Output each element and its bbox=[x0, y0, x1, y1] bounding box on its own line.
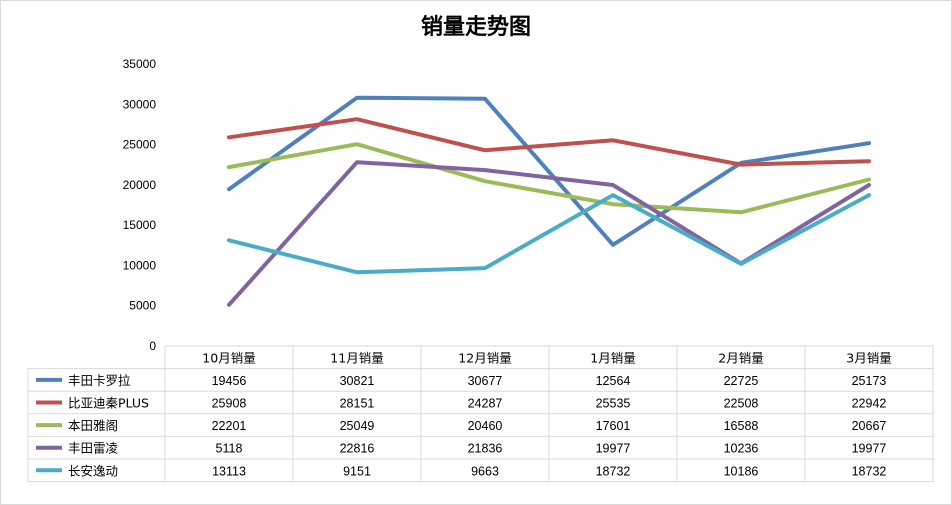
data-label: 10186 bbox=[724, 464, 759, 478]
series-name: 丰田卡罗拉 bbox=[68, 373, 131, 388]
series-name: 丰田雷凌 bbox=[68, 441, 119, 456]
y-tick-label: 25000 bbox=[123, 138, 157, 152]
data-label: 25908 bbox=[212, 397, 247, 411]
data-label: 22816 bbox=[340, 442, 375, 456]
data-label: 30677 bbox=[468, 374, 503, 388]
data-label: 21836 bbox=[468, 442, 503, 456]
data-label: 9151 bbox=[343, 464, 371, 478]
series-name: 本田雅阁 bbox=[68, 418, 118, 433]
y-tick-label: 20000 bbox=[123, 178, 157, 192]
y-tick-label: 10000 bbox=[123, 258, 157, 272]
y-tick-label: 35000 bbox=[123, 57, 157, 71]
x-category-label: 12月销量 bbox=[458, 350, 511, 365]
data-label: 20460 bbox=[468, 419, 503, 433]
series-line bbox=[227, 117, 871, 167]
data-label: 22942 bbox=[852, 397, 887, 411]
x-category-label: 11月销量 bbox=[330, 350, 383, 365]
data-label: 20667 bbox=[852, 419, 887, 433]
y-axis-ticks: 0 5000 10000 15000 20000 25000 30000 35000 bbox=[123, 57, 157, 353]
x-category-label: 3月销量 bbox=[846, 350, 891, 365]
series-line bbox=[227, 142, 871, 215]
chart-title: 销量走势图 bbox=[421, 14, 531, 40]
data-label: 12564 bbox=[596, 374, 631, 388]
data-label: 22508 bbox=[724, 397, 759, 411]
data-label: 28151 bbox=[340, 397, 375, 411]
y-tick-label: 0 bbox=[149, 339, 156, 353]
x-category-label: 1月销量 bbox=[590, 350, 635, 365]
data-label: 9663 bbox=[471, 464, 499, 478]
data-label: 5118 bbox=[216, 442, 243, 456]
series-name: 比亚迪秦PLUS bbox=[68, 396, 149, 411]
data-label: 18732 bbox=[596, 464, 631, 478]
data-label: 25535 bbox=[596, 397, 631, 411]
series-name: 长安逸动 bbox=[68, 463, 118, 478]
series-line bbox=[227, 193, 871, 275]
data-label: 17601 bbox=[596, 419, 631, 433]
data-label: 30821 bbox=[340, 374, 375, 388]
series-line bbox=[227, 95, 871, 247]
y-tick-label: 5000 bbox=[129, 299, 156, 313]
data-label: 22725 bbox=[724, 374, 759, 388]
data-label: 13113 bbox=[212, 464, 246, 478]
x-category-label: 2月销量 bbox=[718, 350, 763, 365]
data-label: 19456 bbox=[212, 374, 247, 388]
data-label: 16588 bbox=[724, 419, 759, 433]
data-label: 10236 bbox=[724, 442, 759, 456]
x-category-label: 10月销量 bbox=[202, 350, 255, 365]
data-label: 22201 bbox=[212, 419, 247, 433]
series-lines bbox=[227, 95, 871, 307]
y-tick-label: 30000 bbox=[123, 97, 157, 111]
data-label: 19977 bbox=[596, 442, 631, 456]
data-label: 25173 bbox=[852, 374, 887, 388]
y-tick-label: 15000 bbox=[123, 218, 157, 232]
data-label: 18732 bbox=[852, 464, 887, 478]
data-label: 19977 bbox=[852, 442, 887, 456]
data-label: 25049 bbox=[340, 419, 375, 433]
data-label: 24287 bbox=[468, 397, 503, 411]
